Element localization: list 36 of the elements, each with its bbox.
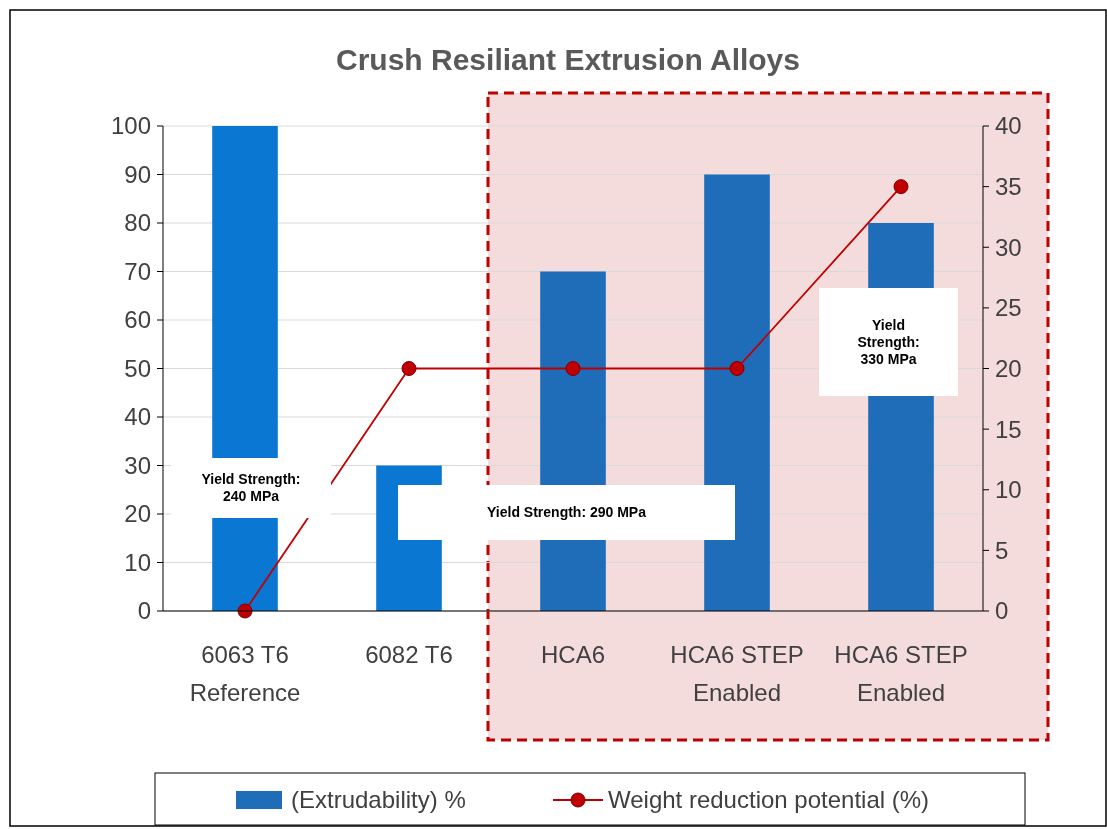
y-tick-label: 50 xyxy=(124,354,151,382)
x-tick-label: HCA6 xyxy=(540,641,606,668)
x-tick-label: HCA6 STEP Enabled xyxy=(670,641,804,706)
y2-tick-label: 10 xyxy=(995,476,1022,504)
x-tick-label: HCA6 STEP Enabled xyxy=(834,641,968,706)
point xyxy=(729,361,745,376)
x-tick-label: 6063 T6 Reference xyxy=(189,641,301,706)
y2-tick-label: 20 xyxy=(995,354,1022,382)
y2-tick-label: 0 xyxy=(995,597,1009,625)
x-tick-label: 6082 T6 xyxy=(365,641,453,668)
y-tick-label: 70 xyxy=(124,257,151,285)
y-tick-label: 40 xyxy=(124,403,151,431)
bar xyxy=(704,174,770,611)
y2-tick-label: 5 xyxy=(995,536,1009,564)
y2-tick-label: 35 xyxy=(995,173,1022,201)
annotation: Yield Strength: 290 MPa xyxy=(487,504,647,521)
y2-tick-label: 30 xyxy=(995,233,1022,261)
y2-tick-label: 40 xyxy=(995,112,1022,140)
chart-title: Crush Resiliant Extrusion Alloys xyxy=(336,43,800,76)
y-tick-label: 60 xyxy=(124,306,151,334)
legend-label: (Extrudability) % xyxy=(291,786,466,814)
point xyxy=(401,361,417,376)
y-tick-label: 10 xyxy=(124,548,151,576)
legend-label: Weight reduction potential (%) xyxy=(608,786,930,814)
y-tick-label: 30 xyxy=(124,451,151,479)
y2-tick-label: 15 xyxy=(995,415,1022,443)
y-tick-label: 90 xyxy=(124,160,151,188)
point xyxy=(565,361,581,376)
y-tick-label: 0 xyxy=(137,597,151,625)
y-tick-label: 80 xyxy=(124,209,151,237)
annotation: Yield Strength: 330 MPa xyxy=(857,316,920,367)
point xyxy=(893,179,909,195)
y2-tick-label: 25 xyxy=(995,294,1022,322)
y-tick-label: 100 xyxy=(110,112,151,140)
y-tick-label: 20 xyxy=(124,500,151,528)
annotation: Yield Strength: 240 MPa xyxy=(201,471,301,505)
